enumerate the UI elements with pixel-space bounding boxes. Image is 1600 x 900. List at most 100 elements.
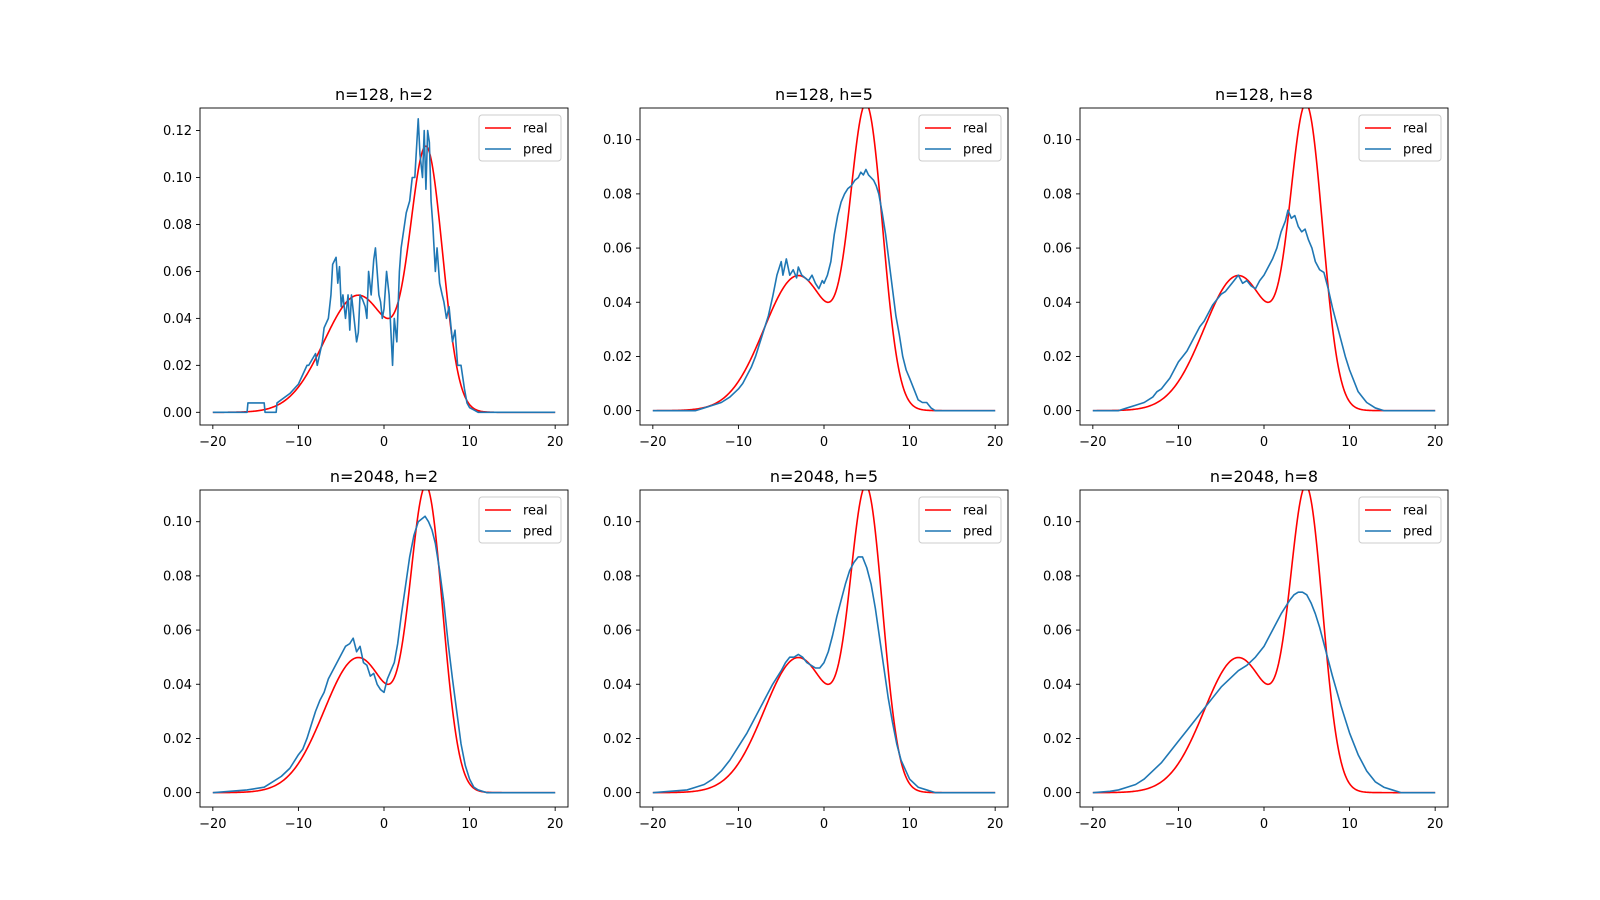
y-tick-label: 0.10 xyxy=(163,515,192,530)
x-tick-label: 10 xyxy=(901,435,918,450)
y-tick-label: 0.08 xyxy=(163,569,192,584)
subplot-6: n=2048, h=8 −20 −10 0 10 20 0.00 0.02 0.04 0.06 0.… xyxy=(1043,467,1449,832)
legend: real pred xyxy=(478,496,562,544)
y-tick-label: 0.00 xyxy=(603,786,632,801)
y-tick-label: 0.04 xyxy=(1043,296,1072,311)
x-tick-label: 20 xyxy=(987,435,1004,450)
y-tick-label: 0.06 xyxy=(603,242,632,257)
y-tick-label: 0.02 xyxy=(1043,732,1072,747)
y-tick-label: 0.02 xyxy=(163,732,192,747)
subplot-5: n=2048, h=5 −20 −10 0 10 20 0.00 0.02 0.04 0.06 0.… xyxy=(603,467,1009,832)
legend: real pred xyxy=(1358,114,1442,162)
y-tick-label: 0.04 xyxy=(1043,678,1072,693)
axes-frame xyxy=(639,489,1009,808)
subplot-2: n=128, h=5 −20 −10 0 10 20 0.00 0.02 0.04 0.06 0.0… xyxy=(603,85,1009,450)
x-tick-label: 0 xyxy=(380,435,388,450)
y-tick-label: 0.02 xyxy=(603,350,632,365)
y-tick-label: 0.00 xyxy=(1043,404,1072,419)
legend: real pred xyxy=(918,114,1002,162)
x-tick-label: −20 xyxy=(199,817,226,832)
x-tick-label: −10 xyxy=(1165,817,1192,832)
axes-frame xyxy=(199,107,569,426)
y-tick-label: 0.08 xyxy=(1043,569,1072,584)
subplot-3: n=128, h=8 −20 −10 0 10 20 0.00 0.02 0.04 0.06 0.0… xyxy=(1043,85,1449,450)
x-tick-label: −20 xyxy=(199,435,226,450)
series-line-pred xyxy=(1092,209,1436,412)
subplot-title: n=128, h=5 xyxy=(775,85,873,104)
y-tick-label: 0.06 xyxy=(1043,242,1072,257)
x-tick-label: 20 xyxy=(547,817,564,832)
subplot-title: n=2048, h=5 xyxy=(770,467,878,486)
y-tick-label: 0.06 xyxy=(1043,624,1072,639)
subplot-title: n=128, h=2 xyxy=(335,85,433,104)
series-line-real xyxy=(212,145,556,414)
x-tick-label: −10 xyxy=(725,817,752,832)
legend-label-pred: pred xyxy=(1403,143,1433,158)
y-tick-label: 0.06 xyxy=(163,265,192,280)
series-line-real xyxy=(1092,490,1436,794)
subplot-title: n=2048, h=8 xyxy=(1210,467,1318,486)
legend: real pred xyxy=(918,496,1002,544)
subplot-title: n=2048, h=2 xyxy=(330,467,438,486)
x-tick-label: 10 xyxy=(461,435,478,450)
y-tick-label: 0.02 xyxy=(163,359,192,374)
x-tick-label: −10 xyxy=(1165,435,1192,450)
legend-label-real: real xyxy=(1403,504,1428,519)
x-tick-label: −20 xyxy=(639,817,666,832)
y-tick-label: 0.06 xyxy=(163,624,192,639)
y-tick-label: 0.06 xyxy=(603,624,632,639)
legend-label-pred: pred xyxy=(523,525,553,540)
y-tick-label: 0.10 xyxy=(1043,133,1072,148)
series-line-pred xyxy=(652,168,996,412)
x-tick-label: 20 xyxy=(1427,817,1444,832)
series-line-real xyxy=(1092,108,1436,412)
legend: real pred xyxy=(478,114,562,162)
y-tick-label: 0.10 xyxy=(1043,515,1072,530)
y-tick-label: 0.10 xyxy=(603,515,632,530)
series-line-pred xyxy=(212,118,556,414)
subplot-4: n=2048, h=2 −20 −10 0 10 20 0.00 0.02 0.04 0.06 0.… xyxy=(163,467,569,832)
subplot-1: n=128, h=2 −20 −10 0 10 20 0.00 0.02 0.04 0.06 0.0… xyxy=(163,85,569,450)
y-tick-label: 0.12 xyxy=(163,124,192,139)
y-tick-label: 0.04 xyxy=(163,312,192,327)
y-tick-label: 0.00 xyxy=(163,786,192,801)
y-tick-label: 0.04 xyxy=(603,296,632,311)
legend: real pred xyxy=(1358,496,1442,544)
y-tick-label: 0.10 xyxy=(603,133,632,148)
axes-frame xyxy=(1079,107,1449,426)
series-line-pred xyxy=(652,556,996,794)
axes-frame xyxy=(639,107,1009,426)
y-tick-label: 0.00 xyxy=(1043,786,1072,801)
legend-label-real: real xyxy=(963,504,988,519)
y-tick-label: 0.00 xyxy=(163,406,192,421)
x-tick-label: 10 xyxy=(461,817,478,832)
legend-label-real: real xyxy=(523,504,548,519)
legend-label-real: real xyxy=(1403,122,1428,137)
y-tick-label: 0.08 xyxy=(603,569,632,584)
series-line-pred xyxy=(1092,591,1436,794)
x-tick-label: 20 xyxy=(987,817,1004,832)
x-tick-label: −10 xyxy=(285,435,312,450)
y-tick-label: 0.04 xyxy=(163,678,192,693)
legend-label-pred: pred xyxy=(963,143,993,158)
legend-label-pred: pred xyxy=(1403,525,1433,540)
legend-label-pred: pred xyxy=(963,525,993,540)
axes-frame xyxy=(199,489,569,808)
x-tick-label: 10 xyxy=(901,817,918,832)
x-tick-label: 20 xyxy=(1427,435,1444,450)
legend-label-pred: pred xyxy=(523,143,553,158)
legend-label-real: real xyxy=(963,122,988,137)
series-line-pred xyxy=(212,515,556,794)
x-tick-label: 0 xyxy=(820,817,828,832)
subplot-title: n=128, h=8 xyxy=(1215,85,1313,104)
x-tick-label: 0 xyxy=(1260,435,1268,450)
y-tick-label: 0.02 xyxy=(603,732,632,747)
x-tick-label: 10 xyxy=(1341,817,1358,832)
x-tick-label: −20 xyxy=(1079,435,1106,450)
y-tick-label: 0.04 xyxy=(603,678,632,693)
x-tick-label: −10 xyxy=(725,435,752,450)
y-tick-label: 0.08 xyxy=(163,218,192,233)
axes-frame xyxy=(1079,489,1449,808)
x-tick-label: −10 xyxy=(285,817,312,832)
